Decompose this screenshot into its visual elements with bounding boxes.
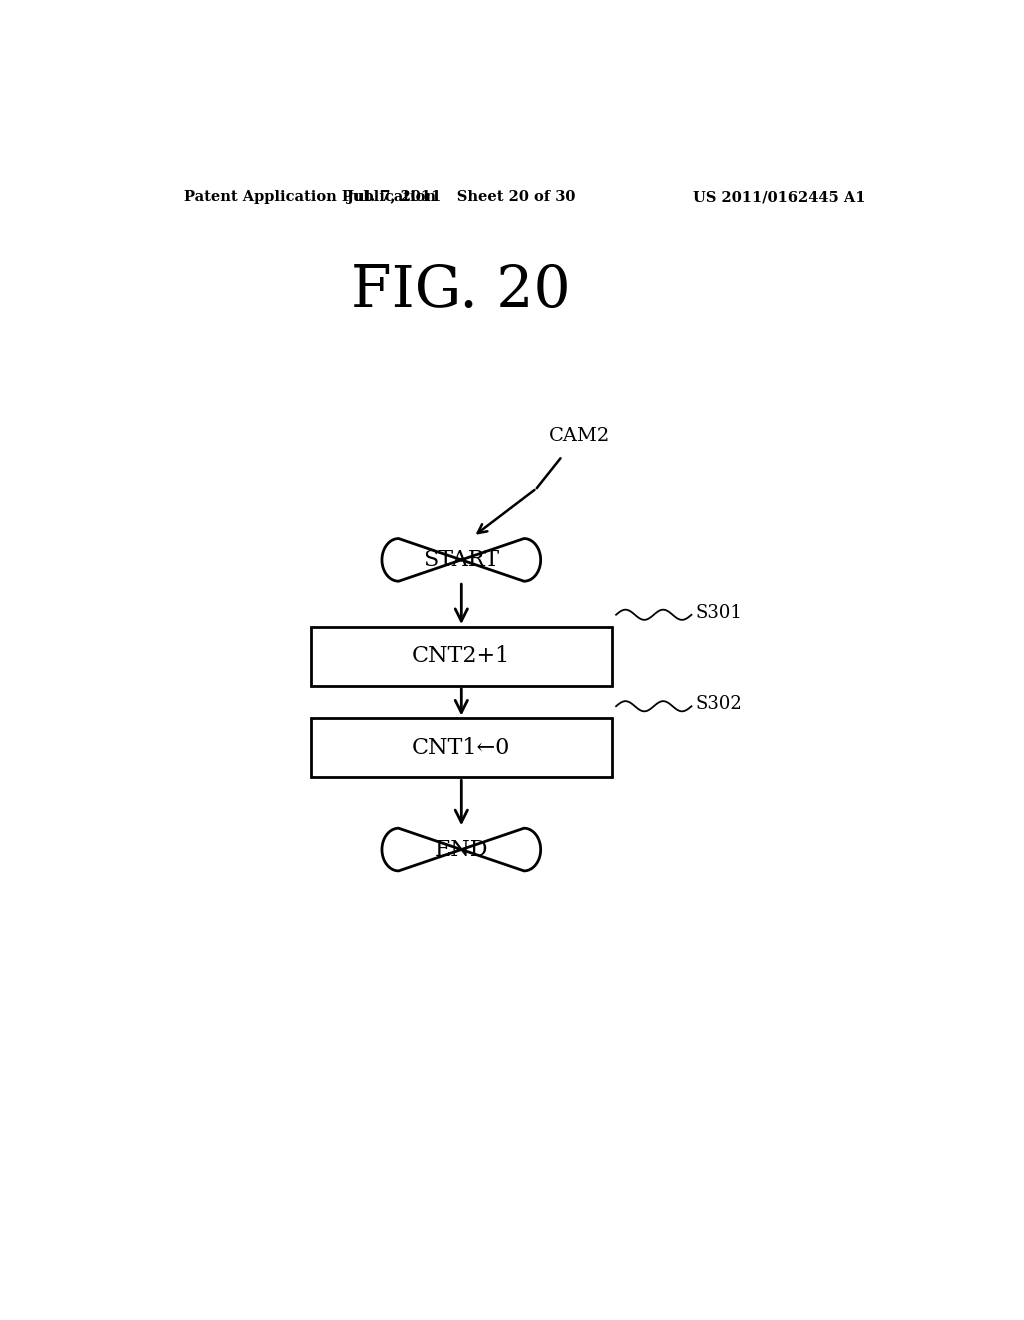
Bar: [310, 627, 612, 686]
Text: Jul. 7, 2011   Sheet 20 of 30: Jul. 7, 2011 Sheet 20 of 30: [347, 190, 575, 205]
Text: END: END: [434, 838, 488, 861]
Text: FIG. 20: FIG. 20: [351, 263, 571, 318]
Text: CNT2+1: CNT2+1: [413, 645, 510, 668]
PathPatch shape: [382, 539, 541, 581]
Text: Patent Application Publication: Patent Application Publication: [183, 190, 435, 205]
PathPatch shape: [382, 828, 541, 871]
Text: S302: S302: [695, 696, 742, 713]
Text: S301: S301: [695, 603, 742, 622]
Text: CAM2: CAM2: [549, 428, 610, 445]
Text: US 2011/0162445 A1: US 2011/0162445 A1: [692, 190, 865, 205]
Text: CNT1←0: CNT1←0: [412, 737, 511, 759]
Text: START: START: [423, 549, 500, 570]
Bar: [310, 718, 612, 777]
